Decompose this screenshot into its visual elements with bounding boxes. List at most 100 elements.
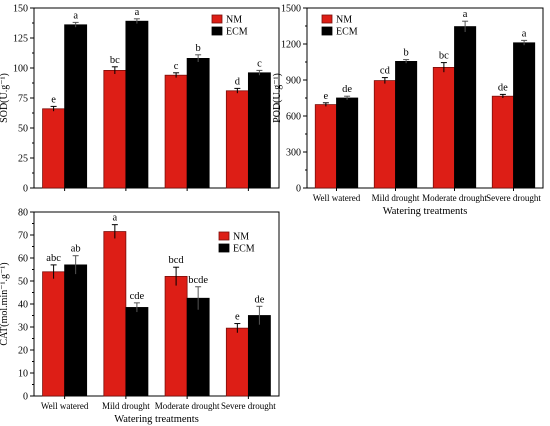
bar-ecm xyxy=(186,297,210,397)
bar-ecm xyxy=(64,264,88,397)
bar-ecm xyxy=(247,72,271,189)
significance-label-ecm: a xyxy=(135,7,140,18)
legend-swatch-ecm xyxy=(211,26,223,36)
bar-nm xyxy=(42,108,66,189)
x-tick-label: Severe drought xyxy=(486,193,541,203)
bar-nm xyxy=(164,74,188,189)
legend-label-nm: NM xyxy=(226,15,242,26)
significance-label-ecm: a xyxy=(463,9,468,20)
y-tick-label: 100 xyxy=(13,64,28,75)
bar-ecm xyxy=(64,24,88,189)
y-tick-label: 40 xyxy=(18,300,28,311)
significance-label-nm: e xyxy=(51,94,56,105)
y-tick-label: 0 xyxy=(296,184,301,195)
y-tick-label: 75 xyxy=(18,94,28,105)
y-tick-label: 1500 xyxy=(281,4,301,15)
significance-label-ecm: bcde xyxy=(188,275,208,286)
significance-label-ecm: de xyxy=(342,84,352,95)
bar-nm xyxy=(225,90,249,189)
significance-label-ecm: ab xyxy=(71,244,81,255)
legend-swatch-nm xyxy=(218,231,230,241)
y-tick-label: 1200 xyxy=(281,40,301,51)
legend-swatch-ecm xyxy=(321,26,333,36)
y-tick-label: 50 xyxy=(18,124,28,135)
significance-label-ecm: cde xyxy=(130,291,145,302)
bar-ecm xyxy=(125,307,149,397)
bar-nm xyxy=(103,231,127,397)
significance-label-nm: de xyxy=(498,82,508,93)
chart-pod: 0 300 600 900 1200 1500 POD(U.g⁻¹) e de Well wate… xyxy=(272,4,544,217)
legend-label-ecm: ECM xyxy=(226,27,248,38)
x-tick-label: Mild drought xyxy=(102,401,150,411)
significance-label-ecm: c xyxy=(257,58,262,69)
y-tick-label: 70 xyxy=(18,231,28,242)
bar-nm xyxy=(164,275,188,397)
bar-ecm xyxy=(125,20,149,189)
bar-nm xyxy=(432,67,455,189)
bar-ecm xyxy=(247,315,271,397)
y-tick-label: 80 xyxy=(18,208,28,219)
chart-cat: 01020304050607080CAT(mol.min⁻¹.g⁻¹)abcab… xyxy=(0,208,280,425)
bar-ecm xyxy=(336,97,359,189)
y-tick-label: 25 xyxy=(18,154,28,165)
bar-nm xyxy=(103,70,127,189)
y-tick-label: 60 xyxy=(18,254,28,265)
x-tick-label: Mild drought xyxy=(372,193,420,203)
y-tick-label: 0 xyxy=(23,184,28,195)
legend-label-ecm: ECM xyxy=(233,244,255,255)
x-axis-label: Watering treatments xyxy=(383,206,468,217)
x-tick-label: Moderate drought xyxy=(422,193,487,203)
y-tick-label: 125 xyxy=(13,34,28,45)
legend-label-nm: NM xyxy=(336,15,352,26)
y-tick-label: 900 xyxy=(286,76,301,87)
y-tick-label: 0 xyxy=(23,392,28,403)
bar-ecm xyxy=(186,58,210,189)
significance-label-nm: cd xyxy=(380,66,391,77)
significance-label-ecm: b xyxy=(403,48,408,59)
y-tick-label: 600 xyxy=(286,112,301,123)
significance-label-nm: a xyxy=(113,213,118,224)
significance-label-nm: abc xyxy=(46,253,61,264)
x-tick-label: Moderate drought xyxy=(155,401,220,411)
significance-label-ecm: de xyxy=(254,294,264,305)
bar-nm xyxy=(373,80,396,189)
bar-nm xyxy=(42,271,66,397)
bar-ecm xyxy=(454,26,477,189)
x-tick-label: Severe drought xyxy=(221,401,276,411)
y-axis-label: SOD(U.g⁻¹) xyxy=(0,73,10,123)
bar-nm xyxy=(225,327,249,397)
y-tick-label: 10 xyxy=(18,369,28,380)
significance-label-ecm: b xyxy=(196,43,201,54)
significance-label-nm: bc xyxy=(110,55,120,66)
bar-nm xyxy=(314,104,337,189)
legend-swatch-nm xyxy=(211,14,223,24)
significance-label-nm: bc xyxy=(439,51,449,62)
bar-ecm xyxy=(513,42,536,189)
y-axis-label: POD(U.g⁻¹) xyxy=(272,73,283,123)
y-axis-label: CAT(mol.min⁻¹.g⁻¹) xyxy=(0,262,10,345)
significance-label-nm: e xyxy=(235,312,240,323)
significance-label-nm: c xyxy=(174,61,179,72)
x-tick-label: Well watered xyxy=(313,193,361,203)
significance-label-nm: e xyxy=(324,91,329,102)
bar-nm xyxy=(491,95,514,189)
significance-label-ecm: a xyxy=(73,10,78,21)
x-tick-label: Well watered xyxy=(41,401,89,411)
y-tick-label: 300 xyxy=(286,148,301,159)
significance-label-nm: d xyxy=(235,76,241,87)
significance-label-nm: bcd xyxy=(169,255,185,266)
x-axis-label: Watering treatments xyxy=(114,414,199,425)
legend-label-ecm: ECM xyxy=(336,27,358,38)
legend-label-nm: NM xyxy=(233,232,249,243)
y-tick-label: 150 xyxy=(13,4,28,15)
y-tick-label: 20 xyxy=(18,346,28,357)
y-tick-label: 30 xyxy=(18,323,28,334)
y-tick-label: 50 xyxy=(18,277,28,288)
significance-label-ecm: a xyxy=(522,28,527,39)
bar-ecm xyxy=(395,61,418,189)
legend-swatch-nm xyxy=(321,14,333,24)
